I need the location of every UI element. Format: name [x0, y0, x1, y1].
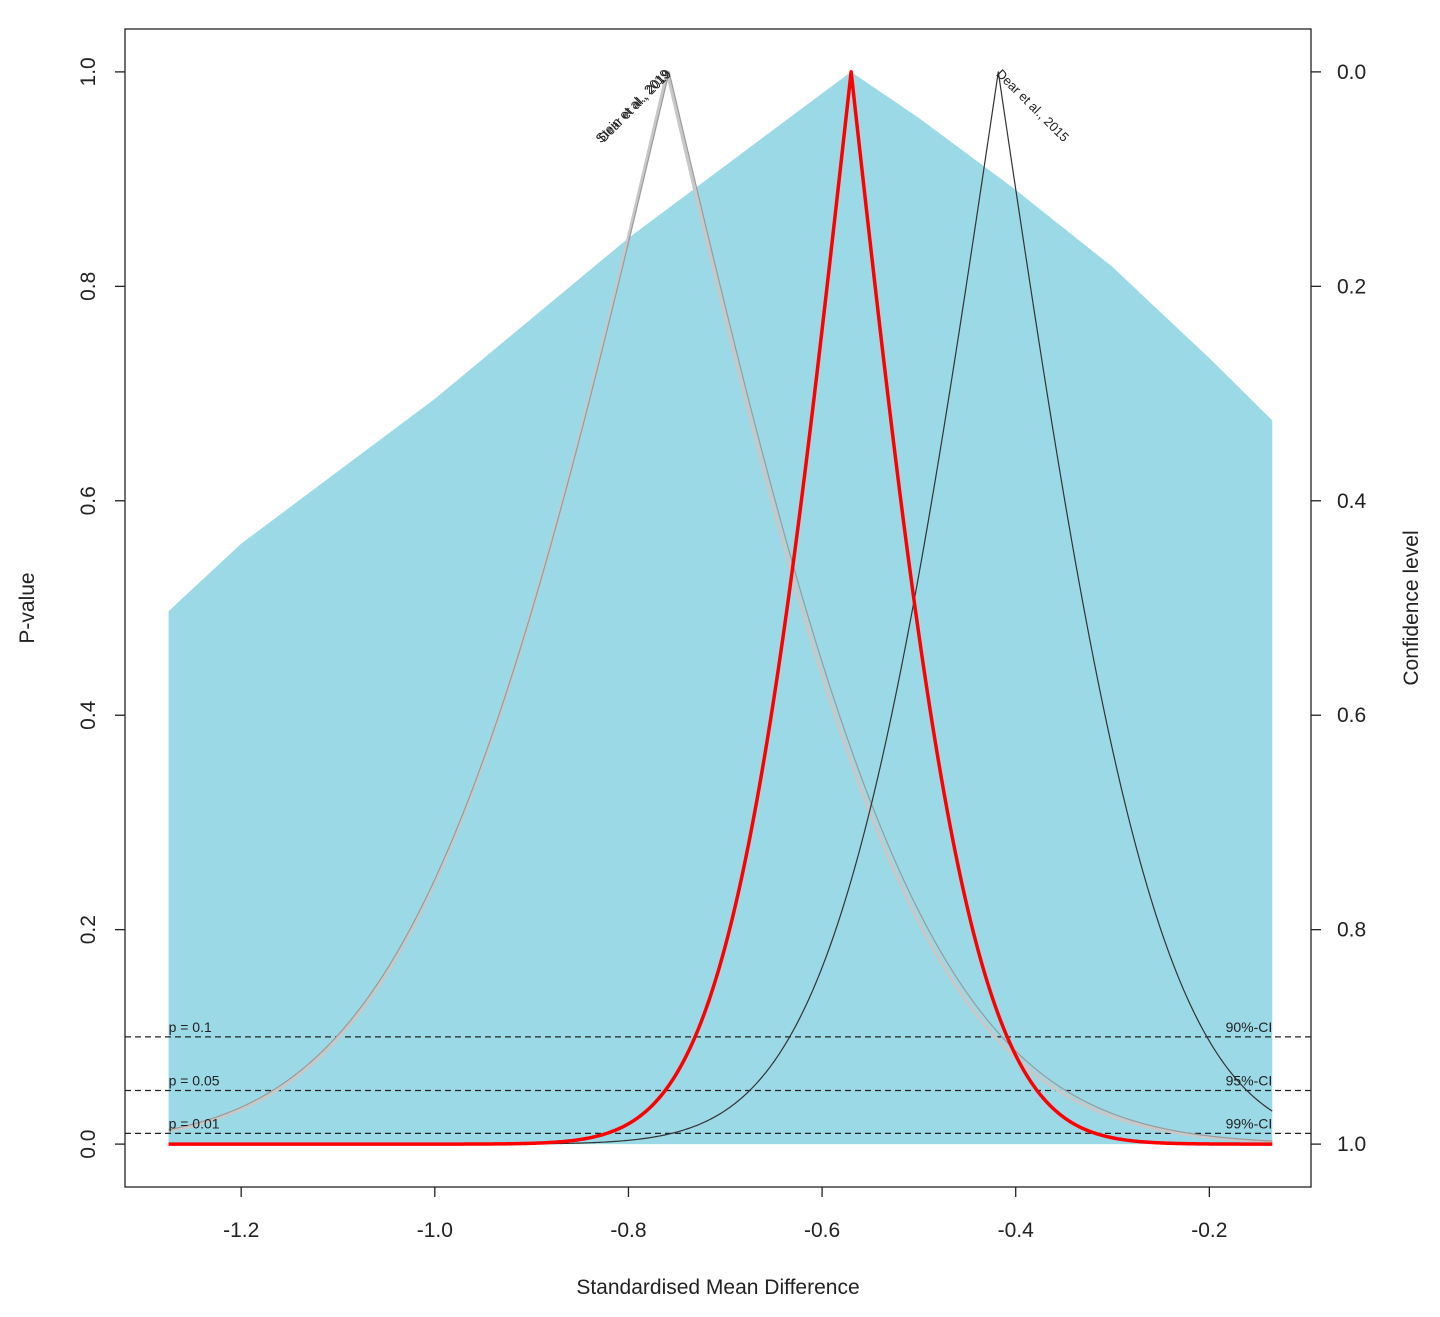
study-label-2: Dear et al., 2015	[993, 66, 1072, 145]
axes-layer: -1.2 -1.0 -0.8 -0.6 -0.4 -0.2 0.0 0.2 0.4 0.6 0.8 1…	[77, 57, 1367, 1242]
x-tick-label-1: -1.0	[417, 1219, 453, 1242]
reference-right-label-2: 99%-CI	[1226, 1115, 1273, 1131]
x-tick-label-0: -1.2	[223, 1219, 259, 1242]
y2-tick-label-3: 0.4	[1337, 490, 1367, 513]
reference-left-label-0: p = 0.1	[169, 1019, 212, 1035]
y2-tick-label-0: 1.0	[1337, 1133, 1366, 1156]
study-label-1: Dear et al., 2019	[595, 66, 674, 145]
curves-layer	[168, 70, 1273, 1146]
y2-tick-label-1: 0.8	[1337, 919, 1366, 942]
y-tick-label-3: 0.6	[77, 486, 100, 515]
x-tick-label-5: -0.2	[1191, 1219, 1227, 1242]
y-tick-label-1: 0.2	[77, 915, 100, 944]
series-curve-0	[168, 70, 1273, 1144]
shaded-region	[168, 71, 1273, 1145]
y2-tick-label-5: 0.0	[1337, 61, 1366, 84]
y2-tick-label-4: 0.2	[1337, 275, 1366, 298]
x-axis-title: Standardised Mean Difference	[576, 1276, 859, 1299]
x-tick-label-4: -0.4	[998, 1219, 1035, 1242]
plot-frame	[124, 28, 1312, 1188]
series-curve-3	[168, 70, 1273, 1146]
reference-left-label-1: p = 0.05	[169, 1073, 220, 1089]
y2-axis-title: Confidence level	[1400, 530, 1423, 685]
y-tick-label-0: 0.0	[77, 1130, 100, 1159]
x-tick-label-2: -0.8	[610, 1219, 646, 1242]
y-tick-label-4: 0.8	[77, 272, 100, 301]
y-tick-label-5: 1.0	[77, 57, 100, 86]
reference-right-label-1: 95%-CI	[1226, 1073, 1273, 1089]
x-tick-label-3: -0.6	[804, 1219, 840, 1242]
y-axis-title: P-value	[16, 572, 39, 643]
series-curve-1	[168, 71, 1273, 1142]
reference-right-label-0: 90%-CI	[1226, 1019, 1273, 1035]
y2-tick-label-2: 0.6	[1337, 704, 1366, 727]
reference-lines-layer	[125, 1036, 1311, 1135]
y-tick-label-2: 0.4	[77, 700, 100, 730]
reference-left-label-2: p = 0.01	[169, 1115, 220, 1131]
shaded-region-layer	[168, 71, 1273, 1145]
